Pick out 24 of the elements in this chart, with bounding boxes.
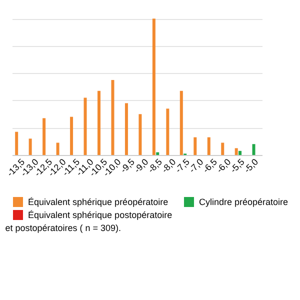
bar <box>56 142 60 155</box>
bar <box>221 142 224 155</box>
bar <box>238 150 242 155</box>
bar <box>156 152 160 155</box>
legend-label: Équivalent sphérique postopératoire <box>28 210 172 220</box>
bar <box>124 103 128 155</box>
bar <box>42 118 46 155</box>
legend-label: Cylindre préopératoire <box>199 197 288 207</box>
bar <box>138 114 142 155</box>
bar <box>252 144 256 155</box>
bar <box>234 148 238 155</box>
bar <box>111 80 114 155</box>
bar <box>28 138 32 155</box>
bar <box>97 90 100 155</box>
bar <box>180 90 183 155</box>
bar <box>15 132 18 155</box>
bar <box>84 98 87 155</box>
bar <box>194 137 197 155</box>
legend-label: Équivalent sphérique préopératoire <box>28 197 168 207</box>
bar <box>207 137 210 155</box>
bar <box>166 108 170 155</box>
bar <box>70 116 74 155</box>
text: et postopératoires ( n = 309). <box>5 223 122 233</box>
bar <box>152 18 156 155</box>
